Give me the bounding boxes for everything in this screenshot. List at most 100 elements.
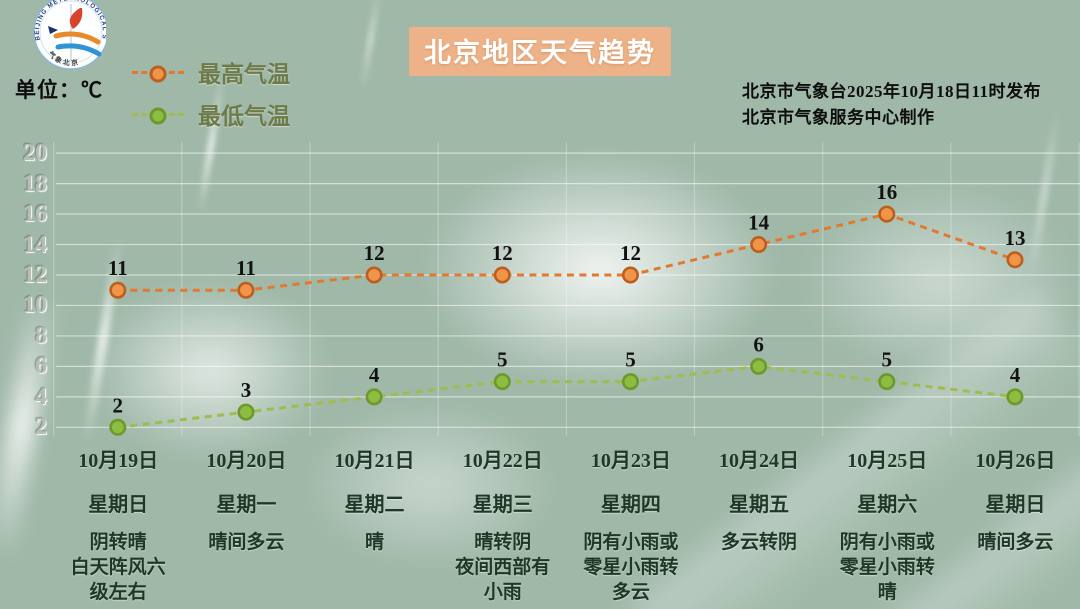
max-temp-value-label: 11 xyxy=(236,256,256,280)
day-date-label: 10月25日 xyxy=(847,450,928,472)
day-weekday-label: 星期三 xyxy=(472,494,533,516)
y-axis-tick-label: 2 xyxy=(35,414,47,441)
day-weekday-label: 星期六 xyxy=(857,494,918,516)
day-column: 10月22日 星期三 晴转阴 夜间西部有小雨 xyxy=(438,444,567,605)
weather-line: 晴间多云 xyxy=(208,532,285,553)
rain-streak xyxy=(81,235,125,445)
max-temp-marker-icon xyxy=(149,65,167,82)
weather-line: 晴间多云 xyxy=(977,532,1054,553)
max-temp-marker xyxy=(750,236,768,254)
y-axis-tick-label: 4 xyxy=(35,383,47,410)
max-temp-marker xyxy=(237,281,255,299)
day-date-label: 10月26日 xyxy=(975,450,1056,472)
min-temp-value-label: 5 xyxy=(625,348,636,372)
day-weekday-label: 星期日 xyxy=(985,494,1046,516)
y-axis-tick-label: 6 xyxy=(35,353,47,380)
min-temp-marker xyxy=(750,357,768,375)
light-blob xyxy=(420,150,780,390)
day-weather-text: 阴有小雨或零星小雨转多云 xyxy=(566,530,695,605)
weather-line: 阴有小雨或零星小雨转晴 xyxy=(839,532,935,603)
min-temp-value-label: 4 xyxy=(1010,363,1021,387)
min-temp-series-line xyxy=(117,364,1016,429)
weather-line: 晴 xyxy=(365,532,385,553)
light-blob xyxy=(90,280,330,460)
min-temp-marker xyxy=(878,373,896,391)
min-temp-value-label: 2 xyxy=(113,393,124,417)
max-temp-line-sample xyxy=(132,65,184,82)
legend-label-max: 最高气温 xyxy=(198,61,290,87)
day-column: 10月24日 星期五多云转阴 xyxy=(695,444,824,555)
legend-item-max-temp: 最高气温 xyxy=(132,56,290,88)
max-temp-marker xyxy=(878,205,896,223)
day-weather-text: 阴有小雨或零星小雨转晴 xyxy=(823,530,952,605)
page-title: 北京地区天气趋势 xyxy=(409,27,671,76)
day-weather-text: 晴 xyxy=(310,530,439,555)
rain-streak xyxy=(360,0,381,90)
weather-line: 白天阵风六级左右 xyxy=(70,557,166,603)
max-temp-marker xyxy=(1006,251,1024,269)
day-column: 10月25日 星期六阴有小雨或零星小雨转晴 xyxy=(823,444,952,605)
min-temp-value-label: 4 xyxy=(369,363,380,387)
max-temp-marker xyxy=(493,266,511,284)
y-axis-tick-label: 12 xyxy=(23,262,47,288)
min-temp-value-label: 5 xyxy=(882,348,893,372)
day-weather-text: 晴转阴夜间西部有小雨 xyxy=(438,530,567,605)
logo-blue-swoosh xyxy=(55,43,102,57)
day-column: 10月20日 星期一晴间多云 xyxy=(182,444,311,555)
weather-line: 夜间西部有小雨 xyxy=(455,557,551,603)
y-axis-tick-label: 8 xyxy=(35,322,47,349)
max-temp-value-label: 13 xyxy=(1004,226,1025,250)
weather-line: 阴转晴 xyxy=(89,532,147,553)
day-column: 10月19日 星期日 阴转晴 白天阵风六级左右 xyxy=(54,444,183,605)
legend-label-min: 最低气温 xyxy=(198,103,290,129)
min-temp-marker xyxy=(493,373,511,391)
min-temp-marker xyxy=(621,373,639,391)
max-temp-series-line xyxy=(117,212,1016,292)
day-column: 10月26日 星期日晴间多云 xyxy=(951,444,1080,555)
max-temp-value-label: 16 xyxy=(876,180,897,204)
max-temp-marker xyxy=(365,266,383,284)
y-axis-tick-label: 10 xyxy=(23,292,47,319)
min-temp-value-label: 3 xyxy=(241,378,252,402)
issuer-info: 北京市气象台2025年10月18日11时发布 北京市气象服务中心制作 xyxy=(742,79,1041,131)
weather-line: 多云转阴 xyxy=(721,532,798,553)
y-axis-tick-label: 18 xyxy=(23,170,47,197)
day-weekday-label: 星期四 xyxy=(600,494,661,516)
logo-orange-swoosh xyxy=(53,31,101,45)
max-temp-value-label: 14 xyxy=(748,211,770,235)
day-weather-text: 晴间多云 xyxy=(182,530,311,555)
beijing-meteorological-logo: BEIJING METEOROLOGICAL SERVICE 气象北京 xyxy=(14,0,106,70)
max-temp-value-label: 12 xyxy=(620,241,641,265)
logo-red-swoosh xyxy=(69,8,83,29)
max-temp-value-label: 12 xyxy=(492,241,513,265)
day-date-label: 10月19日 xyxy=(78,450,159,472)
day-date-label: 10月24日 xyxy=(719,450,800,472)
day-date-label: 10月20日 xyxy=(206,450,287,472)
unit-label: 单位：℃ xyxy=(15,78,103,102)
legend-item-min-temp: 最低气温 xyxy=(132,98,290,130)
day-date-label: 10月23日 xyxy=(590,450,671,472)
y-axis-tick-label: 16 xyxy=(23,201,47,228)
light-blob xyxy=(800,180,1080,380)
day-weather-text: 晴间多云 xyxy=(951,530,1080,555)
day-column: 10月21日 星期二晴 xyxy=(310,444,439,555)
weather-line: 晴转阴 xyxy=(474,532,532,553)
max-temp-marker xyxy=(109,281,127,299)
weather-line: 阴有小雨或零星小雨转多云 xyxy=(583,532,679,603)
day-weekday-label: 星期五 xyxy=(729,494,790,516)
min-temp-marker xyxy=(365,388,383,406)
max-temp-value-label: 12 xyxy=(364,241,385,265)
min-temp-marker xyxy=(237,403,255,421)
day-weekday-label: 星期一 xyxy=(216,494,277,516)
max-temp-value-label: 11 xyxy=(108,256,128,280)
issuer-line-2: 北京市气象服务中心制作 xyxy=(742,108,935,127)
y-axis-tick-label: 14 xyxy=(23,231,47,258)
issuer-line-1: 北京市气象台2025年10月18日11时发布 xyxy=(742,82,1042,101)
day-column: 10月23日 星期四阴有小雨或零星小雨转多云 xyxy=(566,444,695,605)
min-temp-marker xyxy=(1006,388,1024,406)
min-temp-value-label: 5 xyxy=(497,348,508,372)
legend: 最高气温 最低气温 xyxy=(132,56,290,140)
rain-streak xyxy=(1026,110,1062,280)
day-weather-text: 多云转阴 xyxy=(695,530,824,555)
